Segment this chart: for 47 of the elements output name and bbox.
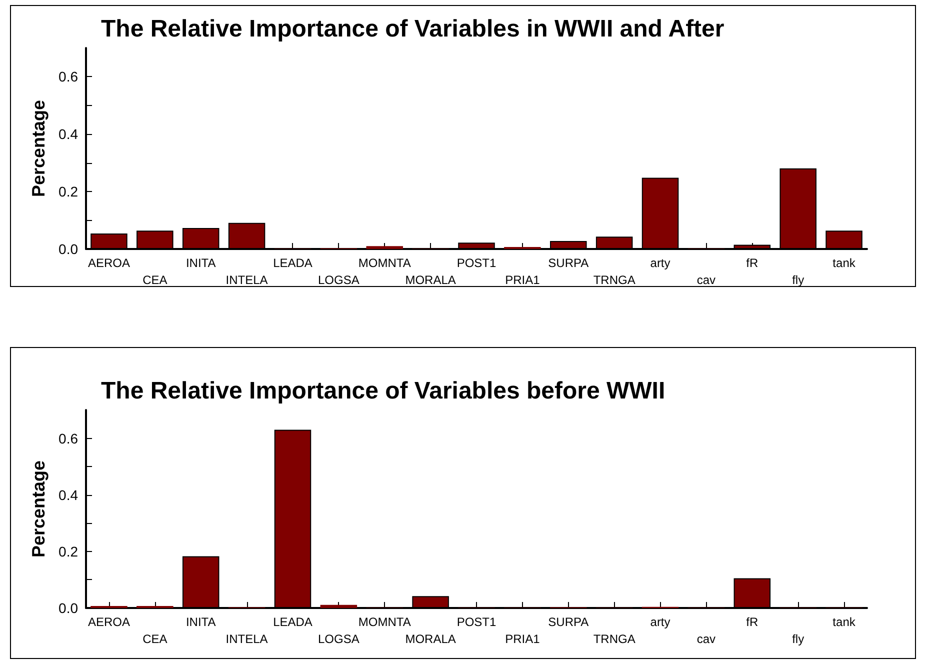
x-tick-label: INITA — [186, 256, 216, 270]
x-tick-label: fly — [792, 632, 804, 646]
x-tick-label: cav — [696, 632, 716, 646]
x-tick-label: MOMNTA — [358, 256, 411, 270]
y-tick-label: 0.4 — [58, 126, 78, 142]
x-tick-label: INTELA — [226, 632, 268, 646]
chart-title: The Relative Importance of Variables before WWII — [101, 378, 666, 404]
x-tick-label: AEROA — [88, 615, 130, 629]
x-tick-label: cav — [696, 273, 716, 287]
y-tick-label: 0.6 — [58, 68, 78, 85]
x-tick-label: INITA — [186, 615, 216, 629]
bar — [366, 246, 403, 249]
x-tick-label: TRNGA — [593, 273, 636, 287]
x-tick-label: PRIA1 — [505, 273, 540, 287]
x-tick-label: fR — [746, 256, 758, 270]
y-tick-label: 0.2 — [58, 184, 78, 200]
x-tick-label: MORALA — [405, 273, 456, 287]
y-tick-label: 0.0 — [58, 600, 78, 616]
y-tick-label: 0.2 — [58, 543, 78, 560]
x-tick-label: LEADA — [273, 615, 312, 629]
x-tick-label: LOGSA — [318, 632, 360, 646]
x-tick-label: MOMNTA — [358, 615, 411, 629]
x-tick-label: SURPA — [548, 256, 589, 270]
x-tick-label: LOGSA — [318, 273, 360, 287]
x-tick-label: AEROA — [88, 256, 130, 270]
x-tick-label: tank — [832, 256, 856, 270]
x-tick-label: MORALA — [405, 632, 456, 646]
x-tick-label: POST1 — [456, 615, 496, 629]
y-tick-label: 0.4 — [58, 486, 78, 503]
x-tick-label: arty — [650, 256, 670, 270]
y-axis-title: Percentage — [28, 100, 49, 198]
x-tick-label: CEA — [142, 273, 168, 287]
x-tick-label: tank — [832, 615, 856, 629]
x-tick-label: TRNGA — [593, 632, 636, 646]
x-tick-label: INTELA — [226, 273, 268, 287]
chart-title: The Relative Importance of Variables in WWII and After — [101, 16, 724, 42]
y-axis-title: Percentage — [28, 460, 49, 558]
bar — [320, 604, 358, 608]
x-tick-label: SURPA — [548, 615, 589, 629]
x-tick-label: POST1 — [456, 256, 496, 270]
x-tick-label: arty — [650, 615, 670, 629]
x-tick-label: PRIA1 — [505, 632, 540, 646]
y-tick-label: 0.0 — [58, 241, 78, 257]
y-tick-label: 0.6 — [58, 430, 78, 446]
x-tick-label: CEA — [142, 632, 168, 646]
x-tick-label: LEADA — [273, 256, 312, 270]
x-tick-label: fR — [746, 615, 758, 629]
